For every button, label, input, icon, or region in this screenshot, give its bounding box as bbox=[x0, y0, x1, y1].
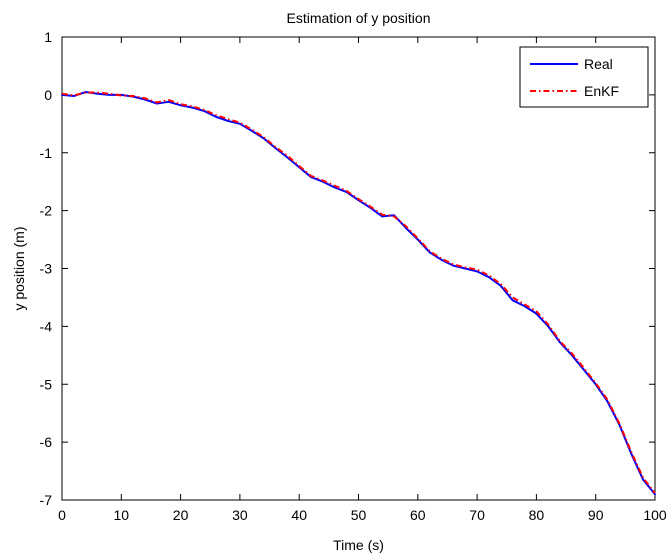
y-axis-title: y position (m) bbox=[11, 226, 27, 310]
x-tick-label: 0 bbox=[58, 507, 66, 523]
y-tick-label: -1 bbox=[40, 145, 53, 161]
x-tick-label: 100 bbox=[643, 507, 667, 523]
y-tick-label: 0 bbox=[44, 87, 52, 103]
y-tick-label: -3 bbox=[40, 261, 53, 277]
chart-title: Estimation of y position bbox=[287, 10, 431, 26]
y-tick-label: -6 bbox=[40, 434, 53, 450]
x-axis: 0 10 20 30 40 50 60 70 80 90 100 bbox=[58, 37, 667, 523]
series-layer bbox=[61, 90, 656, 496]
x-tick-label: 10 bbox=[114, 507, 130, 523]
legend: Real EnKF bbox=[519, 46, 649, 108]
y-tick-label: -7 bbox=[40, 492, 53, 508]
plot-area bbox=[61, 36, 656, 501]
x-axis-title: Time (s) bbox=[333, 537, 384, 553]
x-tick-label: 40 bbox=[291, 507, 307, 523]
legend-label-real: Real bbox=[584, 56, 613, 72]
x-tick-label: 20 bbox=[173, 507, 189, 523]
x-tick-label: 80 bbox=[529, 507, 545, 523]
x-tick-label: 60 bbox=[410, 507, 426, 523]
series-line-enkf bbox=[61, 91, 656, 494]
x-tick-label: 90 bbox=[588, 507, 604, 523]
y-tick-label: 1 bbox=[44, 29, 52, 45]
plot-frame bbox=[61, 36, 656, 501]
x-tick-label: 30 bbox=[232, 507, 248, 523]
legend-label-enkf: EnKF bbox=[584, 83, 619, 99]
y-tick-label: -2 bbox=[40, 203, 53, 219]
x-tick-label: 50 bbox=[351, 507, 367, 523]
x-tick-label: 70 bbox=[469, 507, 485, 523]
y-tick-label: -4 bbox=[40, 318, 53, 334]
y-tick-label: -5 bbox=[40, 376, 53, 392]
y-axis: 1 0 -1 -2 -3 -4 -5 -6 -7 bbox=[40, 29, 655, 508]
legend-box bbox=[519, 46, 649, 108]
